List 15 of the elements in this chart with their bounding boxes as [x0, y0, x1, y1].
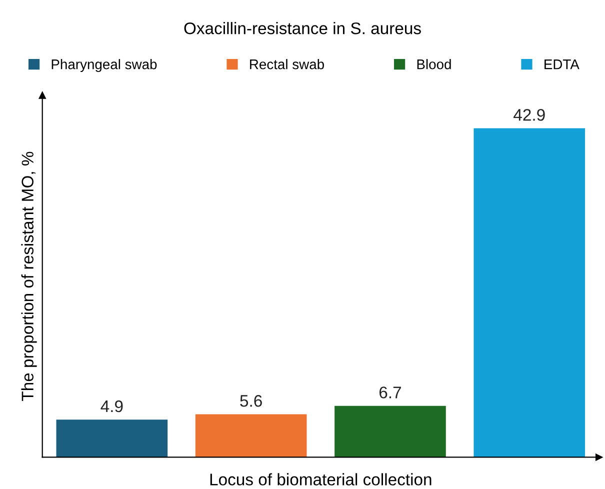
data-label: 4.9: [100, 400, 123, 412]
x-axis-title: Locus of biomaterial collection: [210, 473, 432, 486]
bar: [195, 414, 307, 458]
chart-title: Oxacillin-resistance in S. aureus: [184, 22, 421, 34]
bar: [334, 406, 446, 458]
bar: [56, 420, 168, 458]
legend-label: Pharyngeal swab: [52, 59, 157, 72]
bar: [474, 128, 586, 458]
y-axis-title: The proportion of resistant MO, %: [21, 152, 37, 401]
data-label: 42.9: [514, 108, 545, 121]
data-label: 6.7: [379, 386, 401, 398]
legend-label: Blood: [417, 59, 451, 70]
data-label: 5.6: [240, 395, 262, 407]
legend-label: Rectal swab: [250, 59, 324, 70]
legend-label: EDTA: [544, 60, 580, 70]
